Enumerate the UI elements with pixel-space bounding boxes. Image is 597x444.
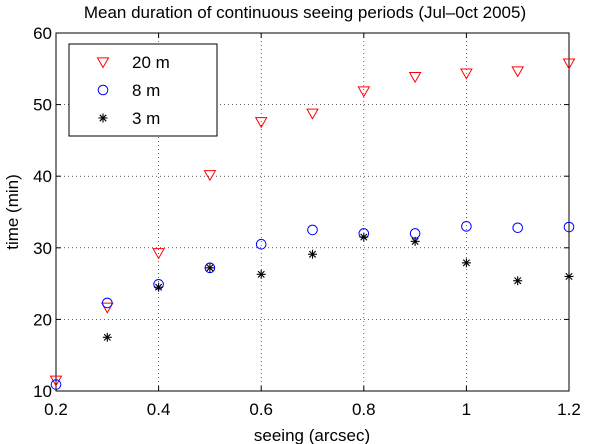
legend-marker-8m	[97, 84, 109, 96]
y-tick-label: 20	[33, 310, 52, 329]
x-tick-label: 1.2	[557, 400, 581, 419]
data-point-3m	[205, 263, 215, 273]
data-point-20m	[203, 170, 217, 182]
data-point-8m	[307, 224, 318, 236]
x-tick-label: 0.6	[249, 400, 273, 419]
data-point-3m	[256, 269, 266, 279]
data-point-3m	[461, 258, 471, 268]
data-point-20m	[254, 117, 268, 129]
y-tick-label: 40	[33, 167, 52, 186]
data-point-20m	[408, 72, 422, 84]
data-point-8m	[102, 297, 113, 309]
plot-area-frame	[55, 32, 570, 392]
x-tick-label: 0.8	[352, 400, 376, 419]
data-point-3m	[513, 276, 523, 286]
data-point-8m	[512, 222, 524, 234]
y-tick-label: 50	[33, 96, 52, 115]
data-point-20m	[152, 248, 165, 260]
chart-title: Mean duration of continuous seeing perio…	[84, 3, 526, 22]
x-axis-title: seeing (arcsec)	[254, 426, 370, 444]
data-point-8m	[461, 221, 472, 232]
x-tick-label: 0.2	[44, 400, 68, 419]
legend-label-20m: 20 m	[132, 53, 170, 72]
data-point-20m	[460, 68, 473, 80]
data-point-20m	[100, 302, 114, 314]
x-tick-label: 1	[462, 400, 471, 419]
data-point-3m	[154, 282, 164, 292]
data-points	[49, 58, 576, 390]
data-point-3m	[359, 232, 369, 242]
data-point-3m	[564, 271, 574, 281]
grid-lines	[56, 33, 569, 391]
y-tick-label: 10	[33, 382, 52, 401]
legend-box	[68, 43, 218, 137]
legend-marker-3m	[98, 113, 108, 123]
data-point-3m	[308, 249, 317, 259]
y-tick-label: 30	[33, 239, 52, 258]
data-point-20m	[306, 108, 319, 120]
data-point-3m	[102, 332, 112, 342]
legend-marker-20m	[96, 57, 110, 69]
data-point-8m	[563, 221, 575, 233]
data-point-8m	[255, 238, 267, 250]
axis-ticks: 0.2 0.4 0.6 0.8 1 1.2 10 20 30 40 50 60	[33, 24, 581, 419]
legend: 20 m 8 m 3 m	[68, 43, 218, 137]
y-tick-label: 60	[33, 24, 52, 43]
y-axis-title: time (min)	[3, 174, 22, 250]
data-point-20m	[562, 58, 576, 70]
data-point-8m	[50, 379, 62, 390]
data-point-8m	[204, 262, 216, 274]
legend-label-8m: 8 m	[132, 81, 160, 100]
data-point-8m	[409, 228, 421, 239]
data-point-3m	[410, 236, 420, 246]
x-tick-label: 0.4	[147, 400, 171, 419]
legend-label-3m: 3 m	[132, 109, 160, 128]
data-point-20m	[357, 86, 371, 98]
data-point-20m	[511, 66, 525, 78]
